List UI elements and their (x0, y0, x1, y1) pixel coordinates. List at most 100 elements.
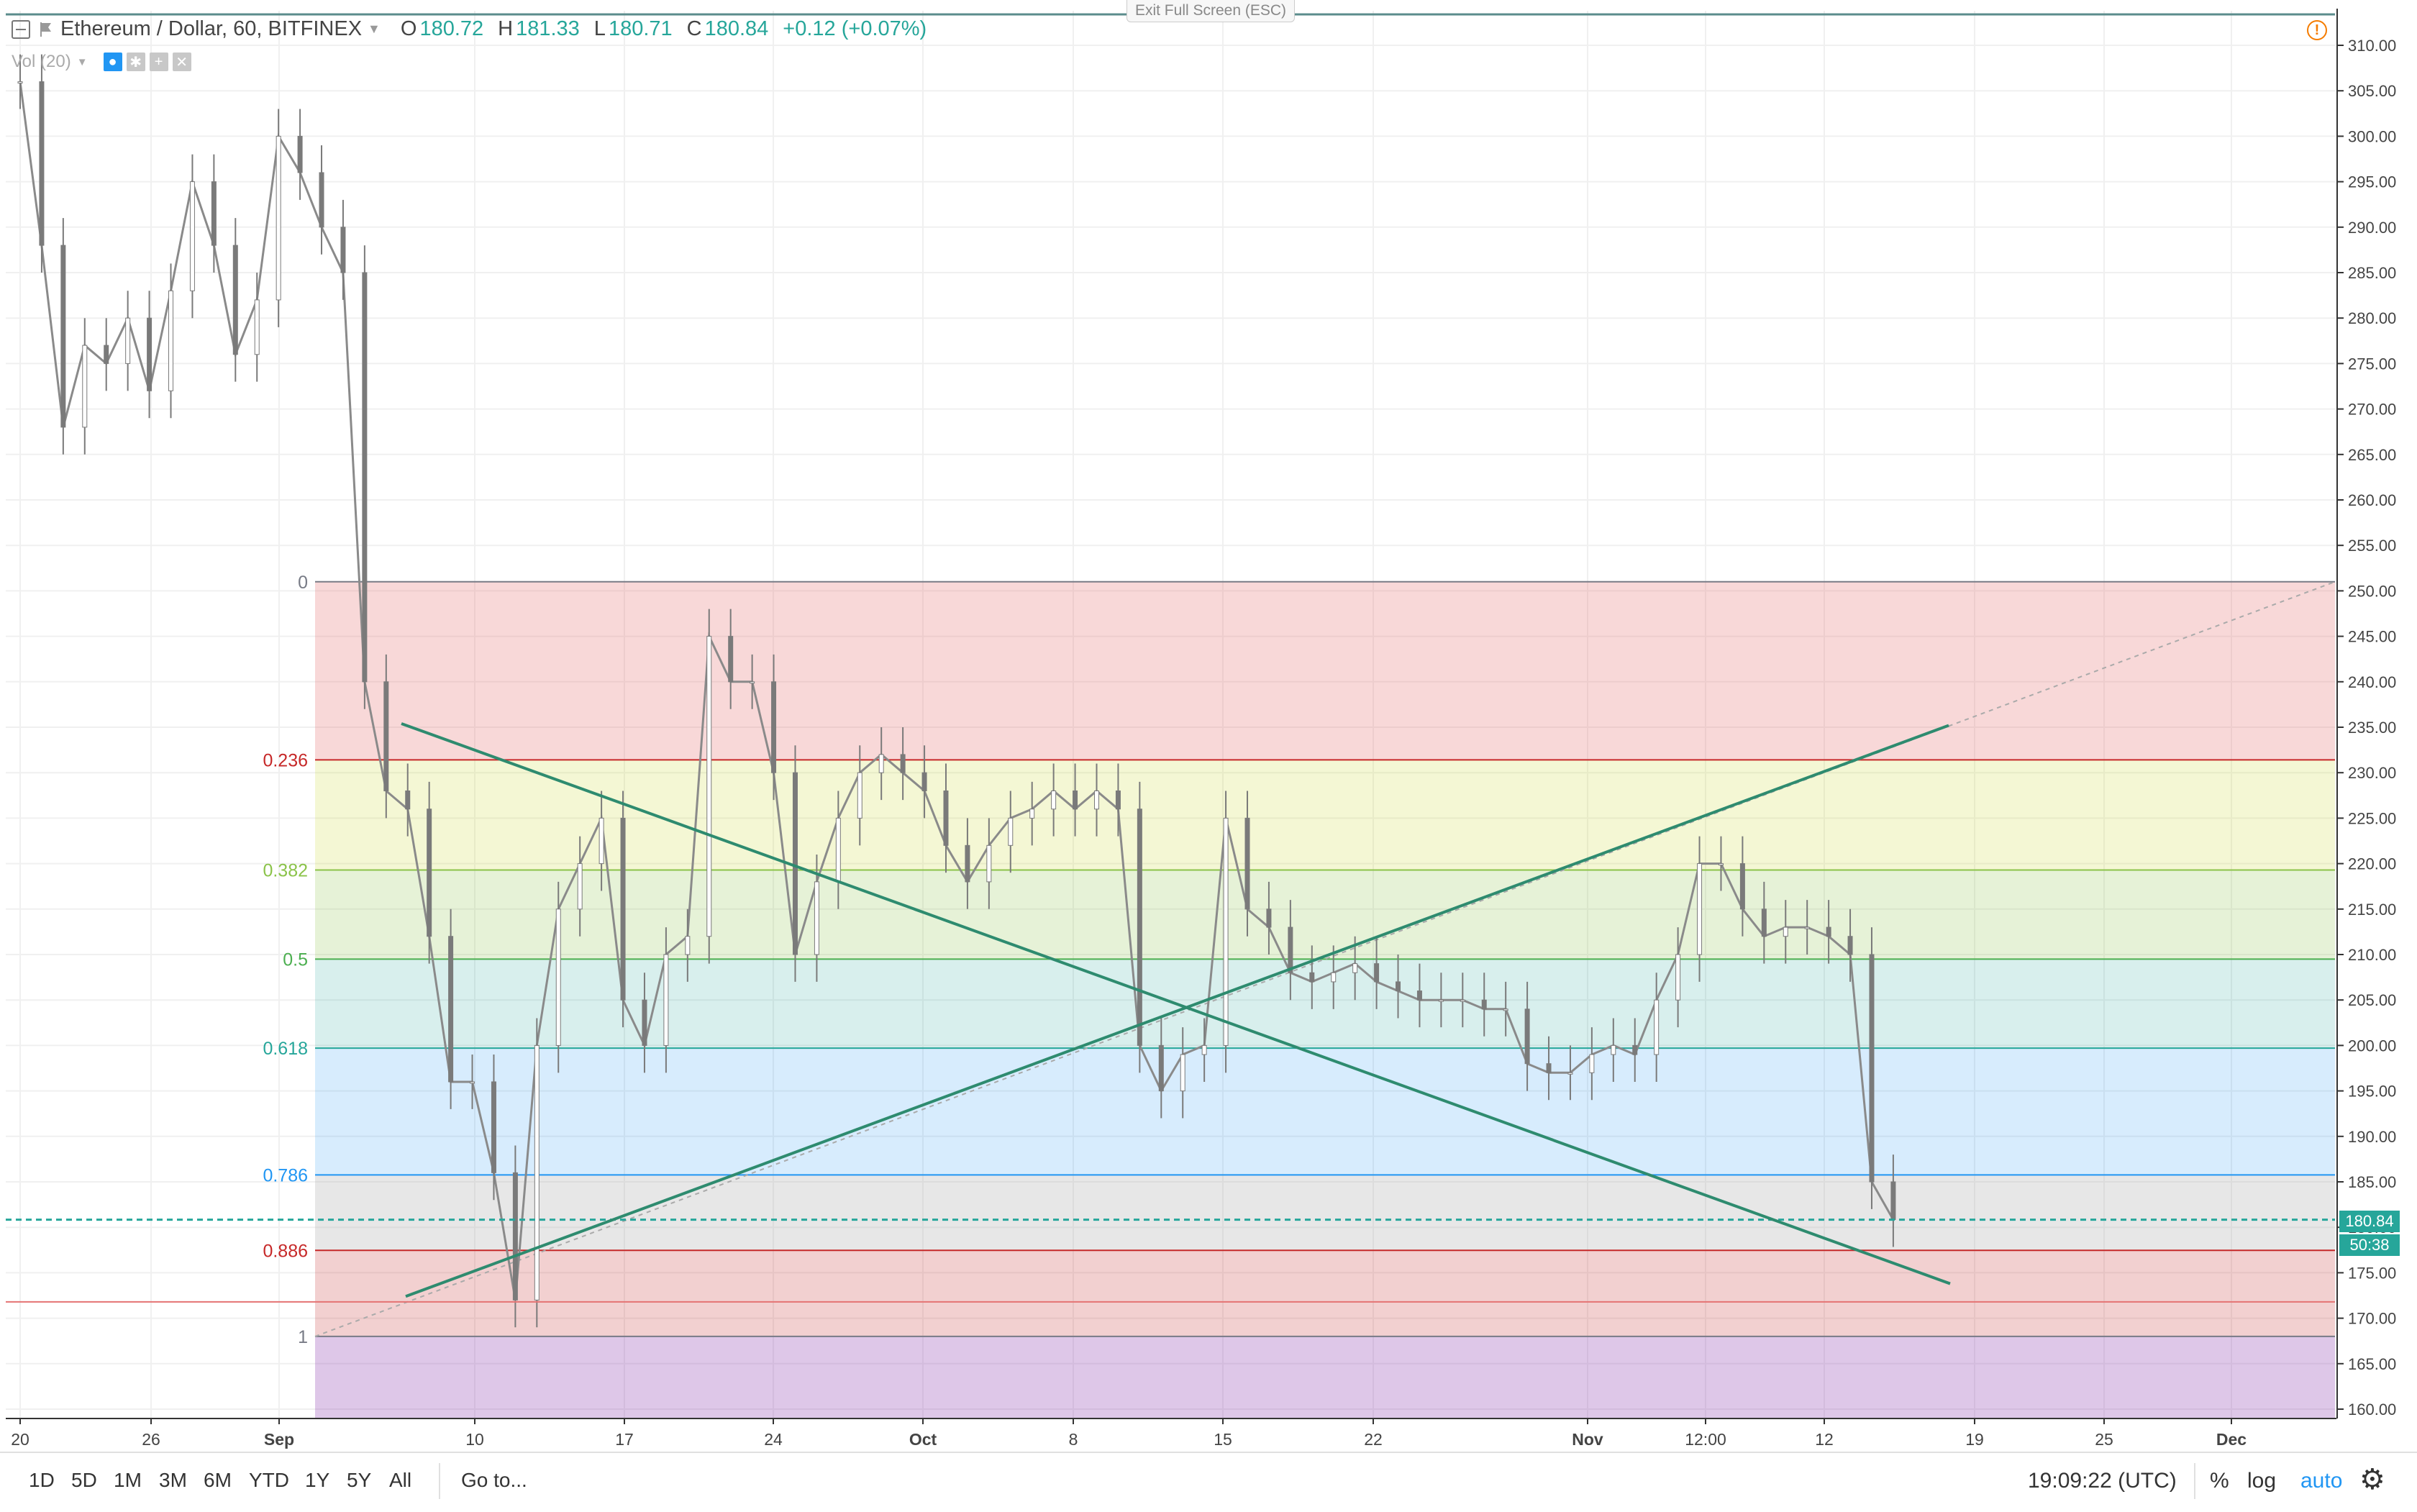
range-1d[interactable]: 1D (29, 1469, 55, 1491)
exit-fullscreen-button[interactable]: Exit Full Screen (ESC) (1126, 0, 1295, 22)
ohlc-value: 180.72 (419, 17, 484, 40)
price-axis[interactable]: 310.00 305.00 300.00 295.00 290.00 285.00 280.… (2336, 37, 2396, 1418)
goto-date-button[interactable]: Go to... (461, 1469, 527, 1491)
close-icon[interactable]: ✕ (172, 53, 191, 71)
candle-body (771, 681, 777, 773)
fib-level-label: 0.618 (263, 1039, 308, 1059)
range-6m[interactable]: 6M (204, 1469, 232, 1491)
candle-body (189, 181, 195, 291)
symbol-title[interactable]: Ethereum / Dollar, 60, BITFINEX (60, 17, 363, 40)
time-axis[interactable]: 20 26 Sep 10 17 24 Oct 8 15 22 Nov 12:00 12 19 25 Dec (6, 1418, 2336, 1449)
time-tick-label: 19 (1965, 1430, 1984, 1449)
candle-body (814, 881, 819, 955)
alert-icon[interactable]: ! (2307, 20, 2327, 40)
collapse-icon[interactable] (12, 19, 30, 39)
price-tick-label: 165.00 (2348, 1355, 2396, 1373)
ohlc-label: O (400, 17, 417, 40)
volume-label[interactable]: Vol (20) (12, 52, 71, 71)
candle-body (448, 936, 454, 1083)
chevron-down-icon[interactable]: ▼ (76, 55, 88, 68)
fib-band (315, 1048, 2335, 1175)
candle-body (792, 772, 798, 955)
time-tick-label: 17 (615, 1430, 634, 1449)
eye-icon[interactable]: ● (103, 53, 122, 71)
time-tick-label: 8 (1069, 1430, 1078, 1449)
price-tick-label: 310.00 (2348, 37, 2396, 55)
candle-body (986, 844, 992, 883)
candle-body (1051, 790, 1057, 810)
auto-scale-button[interactable]: auto (2300, 1469, 2343, 1493)
log-scale-button[interactable]: log (2247, 1469, 2277, 1493)
candle-body (857, 772, 862, 819)
candle-body (1137, 809, 1142, 1046)
fib-band (315, 959, 2335, 1049)
price-tick-label: 170.00 (2348, 1310, 2396, 1328)
candle-body (1697, 863, 1703, 955)
candle-body (470, 1081, 475, 1084)
fib-band-extension (315, 1336, 2335, 1418)
candle-body (1374, 963, 1380, 983)
price-tick-label: 250.00 (2348, 582, 2396, 600)
symbol-legend: Ethereum / Dollar, 60, BITFINEX ▼ O 180.7… (12, 17, 927, 41)
fib-level-label: 0.786 (263, 1165, 308, 1185)
range-1m[interactable]: 1M (114, 1469, 142, 1491)
candle-body (1460, 999, 1465, 1002)
fib-retracement[interactable]: 0 0.236 0.382 0.5 0.618 0.786 0.886 1 (263, 573, 2336, 1418)
candle-body (211, 181, 217, 246)
candle-body (1503, 1008, 1508, 1011)
candle-body (1223, 817, 1229, 1046)
range-5d[interactable]: 5D (71, 1469, 97, 1491)
candle-body (685, 936, 691, 955)
flag-icon[interactable] (39, 21, 53, 38)
chevron-down-icon[interactable]: ▼ (368, 22, 381, 36)
candle-body (1761, 908, 1767, 937)
fib-trend-line[interactable] (314, 580, 2336, 1337)
trend-line-up[interactable] (405, 724, 1949, 1298)
price-tick-label: 215.00 (2348, 901, 2396, 919)
candle-body (1180, 1054, 1185, 1092)
price-tick-label: 195.00 (2348, 1083, 2396, 1101)
price-tick-label: 265.00 (2348, 446, 2396, 464)
fib-band (315, 581, 2335, 760)
candle-body (1481, 999, 1487, 1010)
percent-scale-button[interactable]: % (2210, 1469, 2229, 1493)
candle-body (1288, 926, 1293, 973)
range-ytd[interactable]: YTD (249, 1469, 289, 1491)
range-3m[interactable]: 3M (159, 1469, 187, 1491)
candle-body (1266, 908, 1272, 928)
candle-body (1115, 790, 1121, 810)
candle-body (728, 636, 734, 683)
fib-level-label: 0.886 (263, 1241, 308, 1261)
price-tick-label: 260.00 (2348, 491, 2396, 509)
candle-body (60, 245, 66, 428)
price-tick-label: 225.00 (2348, 809, 2396, 827)
range-1y[interactable]: 1Y (305, 1469, 330, 1491)
candle-body (276, 135, 281, 301)
price-tick-label: 305.00 (2348, 82, 2396, 100)
plus-icon[interactable]: + (149, 53, 168, 71)
time-tick-label: 25 (2095, 1430, 2113, 1449)
candle-body (1416, 990, 1422, 1001)
candle-body (319, 172, 324, 228)
bottom-toolbar: 1D 5D 1M 3M 6M YTD 1Y 5Y All Go to... 19… (0, 1452, 2417, 1512)
candle-body (147, 317, 153, 391)
time-tick-label: Dec (2216, 1430, 2247, 1449)
range-all[interactable]: All (389, 1469, 412, 1491)
fib-band (315, 760, 2335, 870)
candle-body (1783, 926, 1788, 937)
last-price-label: 180.84 (2339, 1211, 2400, 1232)
range-5y[interactable]: 5Y (347, 1469, 372, 1491)
gear-icon[interactable]: ⚙ (2359, 1464, 2385, 1495)
trend-lines[interactable] (401, 722, 1951, 1298)
candle-body (232, 245, 238, 355)
trend-line-down[interactable] (401, 722, 1951, 1285)
time-tick-label: 26 (142, 1430, 160, 1449)
settings-icon[interactable]: ✱ (126, 53, 145, 71)
ohlc-label: C (686, 17, 702, 40)
ohlc-label: L (593, 17, 606, 40)
candle-body (1611, 1044, 1616, 1055)
candle-body (1094, 790, 1099, 810)
utc-clock[interactable]: 19:09:22 (UTC) (2028, 1469, 2177, 1493)
candle-body (921, 772, 927, 791)
